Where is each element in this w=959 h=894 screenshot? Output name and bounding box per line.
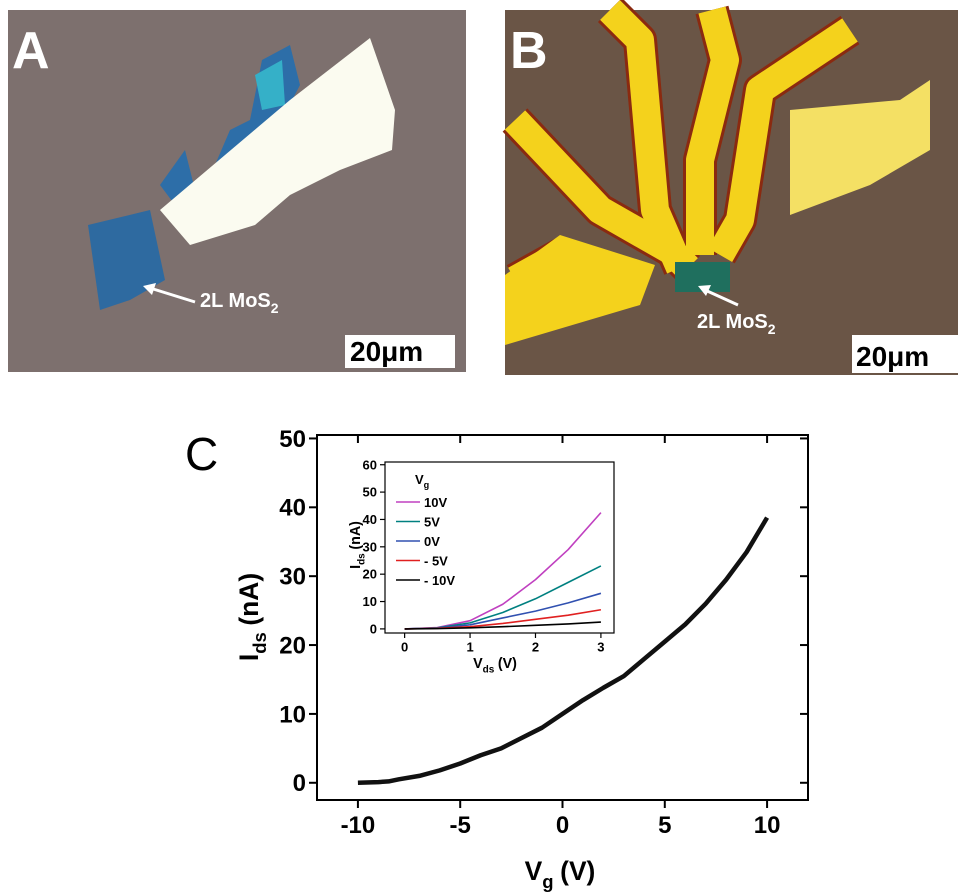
y-tick-label: 0 <box>293 770 306 797</box>
annotation-main: 2L MoS <box>200 290 271 312</box>
x-axis-label: Vds (V) <box>473 656 517 675</box>
x-axis-label-unit: (V) <box>560 856 595 886</box>
x-tick-label: 3 <box>597 640 604 655</box>
y-tick-label: 30 <box>363 539 377 554</box>
y-tick-label: 50 <box>279 426 306 453</box>
arrow-head <box>698 285 711 296</box>
legend-title-subscript: g <box>424 480 430 490</box>
panel-label: B <box>510 22 548 80</box>
panel-b <box>502 0 958 375</box>
electrodes <box>502 0 860 297</box>
y-tick-label: 50 <box>363 485 377 500</box>
annotation: 2L MoS2 <box>200 290 279 316</box>
scale-bar-label: 20μm <box>350 336 423 367</box>
panel-label: C <box>185 428 218 480</box>
x-axis-label-main: V <box>473 656 483 672</box>
panel-a <box>8 10 466 372</box>
contact-pad <box>505 235 655 345</box>
y-axis-label-main: I <box>348 565 364 569</box>
y-tick-label: 40 <box>363 512 377 527</box>
plot-frame <box>384 461 615 634</box>
y-axis-label-subscript: ds <box>249 632 270 654</box>
x-axis-label-subscript: g <box>542 871 553 892</box>
y-axis-label-main: I <box>234 654 264 661</box>
panel-texts: A B 20μm 20μm <box>12 22 929 372</box>
scale-bar-box <box>852 335 958 373</box>
x-tick-label: 5 <box>658 812 671 839</box>
legend-label: - 10V <box>424 573 455 588</box>
y-tick-label: 20 <box>279 632 306 659</box>
arrow <box>149 286 196 304</box>
data-line <box>357 516 770 786</box>
y-tick-label: 40 <box>279 495 306 522</box>
x-tick-label: 2 <box>532 640 539 655</box>
x-axis-label-subscript: ds <box>483 664 495 675</box>
flake-bilayer <box>88 210 165 310</box>
annotation: 2L MoS2 <box>697 311 776 337</box>
y-axis-label: Ids (nA) <box>234 573 270 661</box>
x-axis-label: Vg (V) <box>525 856 596 892</box>
flake-thick <box>255 60 285 110</box>
x-tick-label: -5 <box>450 812 471 839</box>
y-tick-label: 20 <box>363 567 377 582</box>
legend-title-main: V <box>415 472 424 487</box>
arrow-head <box>143 283 156 295</box>
annotation-subscript: 2 <box>768 321 776 337</box>
y-tick-label: 10 <box>363 594 377 609</box>
x-axis-label-main: V <box>525 856 543 886</box>
y-tick-label: 60 <box>363 457 377 472</box>
arrow <box>704 288 739 307</box>
x-tick-label: 0 <box>401 640 408 655</box>
scale-bar-box <box>345 335 455 368</box>
legend-label: 0V <box>424 534 440 549</box>
legend-title: Vg <box>415 472 429 490</box>
annotation-subscript: 2 <box>271 300 279 316</box>
y-axis-label-subscript: ds <box>356 553 367 565</box>
x-tick-label: -10 <box>341 812 376 839</box>
panel-label: A <box>12 22 50 80</box>
flake-bulk <box>160 38 395 245</box>
y-tick-label: 30 <box>279 564 306 591</box>
data-line <box>404 621 601 630</box>
y-axis-label-unit: (nA) <box>348 521 364 550</box>
flake-bulk <box>790 80 930 215</box>
legend-label: - 5V <box>424 554 448 569</box>
y-tick-label: 0 <box>370 621 377 636</box>
y-tick-label: 10 <box>279 701 306 728</box>
legend-label: 10V <box>424 495 447 510</box>
x-tick-label: 10 <box>754 812 781 839</box>
legend-label: 5V <box>424 515 440 530</box>
x-tick-label: 0 <box>556 812 569 839</box>
x-tick-label: 1 <box>466 640 473 655</box>
y-axis-label-unit: (nA) <box>234 573 264 626</box>
scale-bar-label: 20μm <box>856 341 929 372</box>
annotation-main: 2L MoS <box>697 311 768 333</box>
x-axis-label-unit: (V) <box>498 656 517 672</box>
y-axis-label: Ids (nA) <box>348 521 367 569</box>
